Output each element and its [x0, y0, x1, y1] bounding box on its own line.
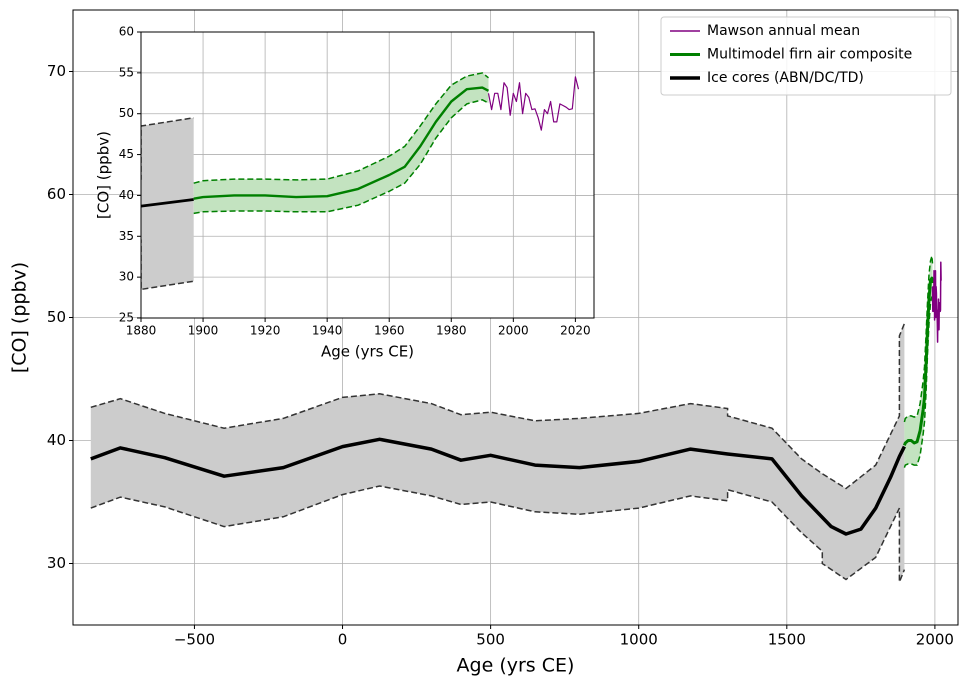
- lower-bound: [90, 485, 906, 583]
- legend-label: Mawson annual mean: [707, 23, 860, 39]
- y-tick-label: 35: [119, 229, 134, 243]
- x-tick-label: 0: [338, 631, 348, 649]
- y-tick-label: 30: [47, 554, 66, 572]
- series-line: [90, 437, 906, 536]
- x-tick-label: 2020: [560, 324, 591, 338]
- legend-label: Multimodel firn air composite: [707, 47, 912, 63]
- uncertainty-band: [193, 72, 489, 214]
- lower-bound: [903, 296, 934, 468]
- x-tick-label: 1980: [436, 324, 467, 338]
- x-tick-label: 1900: [188, 324, 219, 338]
- legend-label: Ice cores (ABN/DC/TD): [707, 70, 864, 86]
- x-axis-label: Age (yrs CE): [321, 343, 414, 361]
- y-tick-label: 60: [47, 185, 66, 203]
- x-tick-label: 2000: [498, 324, 529, 338]
- axes-frame: [72, 9, 959, 626]
- x-tick-label: −500: [174, 631, 215, 649]
- x-tick-label: 1960: [374, 324, 405, 338]
- y-tick-label: 60: [119, 25, 134, 39]
- lower-bound: [193, 98, 489, 215]
- x-tick-label: 1940: [312, 324, 343, 338]
- legend-box: [660, 16, 952, 96]
- x-tick-label: 1920: [250, 324, 281, 338]
- legend: Mawson annual mean Multimodel firn air co…: [660, 16, 952, 96]
- upper-bound: [193, 72, 489, 184]
- x-tick-label: 1000: [620, 631, 658, 649]
- y-tick-label: 50: [119, 106, 134, 120]
- y-tick-label: 45: [119, 147, 134, 161]
- x-tick-label: 1880: [126, 324, 157, 338]
- x-tick-label: 1500: [768, 631, 806, 649]
- x-tick-label: 500: [476, 631, 505, 649]
- x-tick-label: 2000: [916, 631, 954, 649]
- series-line: [193, 86, 490, 200]
- uncertainty-band: [90, 323, 905, 582]
- axes: 1880 1900 1920 1940 1960 1980 2000 2020 25 30 35 40…: [95, 25, 595, 361]
- y-tick-label: 40: [47, 431, 66, 449]
- upper-bound: [90, 323, 906, 490]
- plot-area: [141, 32, 594, 318]
- y-tick-label: 70: [47, 62, 66, 80]
- y-tick-label: 30: [119, 270, 134, 284]
- y-tick-label: 40: [119, 188, 134, 202]
- y-axis-label: [CO] (ppbv): [9, 262, 31, 373]
- series-line: [902, 276, 934, 446]
- x-axis-label: Age (yrs CE): [457, 655, 575, 677]
- series-line: [487, 76, 580, 131]
- y-axis-label: [CO] (ppbv): [95, 131, 113, 219]
- y-tick-label: 25: [119, 311, 134, 325]
- series-line: [931, 261, 942, 343]
- y-tick-label: 50: [47, 308, 66, 326]
- y-tick-label: 55: [119, 65, 134, 79]
- axes-frame: [140, 31, 595, 319]
